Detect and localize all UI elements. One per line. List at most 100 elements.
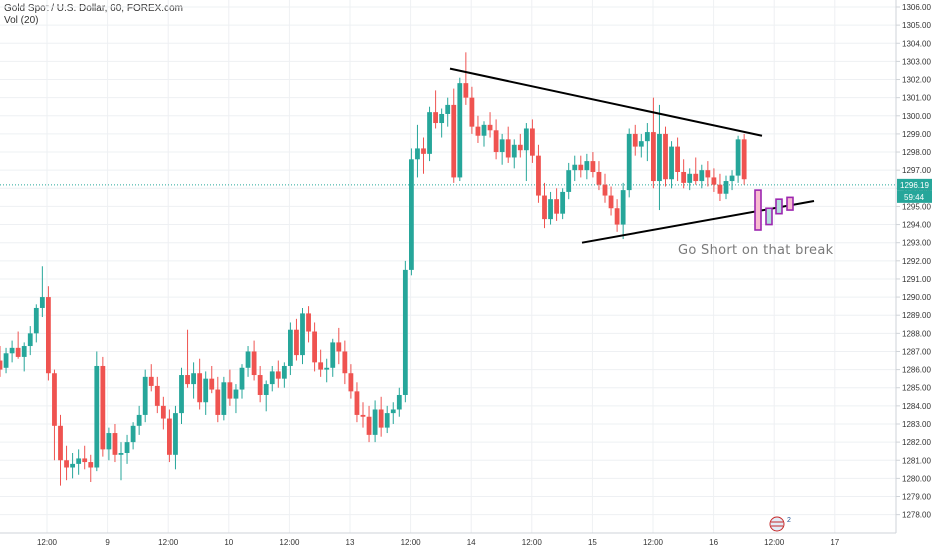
- candle-body: [300, 313, 305, 356]
- candle-body: [620, 190, 626, 225]
- projection-candle: [765, 207, 773, 226]
- candle: [741, 133, 747, 185]
- candle: [681, 159, 687, 189]
- candle: [409, 148, 414, 276]
- candle: [288, 322, 293, 376]
- candle-body: [118, 452, 124, 455]
- candle-body: [0, 360, 3, 370]
- price-tick-label: 1288.00: [902, 329, 931, 338]
- candle: [148, 364, 154, 392]
- candle-body: [318, 362, 324, 370]
- candle: [723, 175, 729, 200]
- candle: [191, 362, 196, 399]
- candle: [118, 442, 124, 481]
- candle: [33, 304, 39, 343]
- price-tick-label: 1303.00: [902, 57, 931, 66]
- candle: [9, 340, 15, 363]
- price-tick-label: 1306.00: [902, 3, 931, 12]
- candle-body: [475, 126, 481, 136]
- chart-grid: [0, 0, 896, 533]
- trendline-upper: [449, 67, 763, 137]
- volume-indicator-label[interactable]: Vol (20): [4, 15, 39, 26]
- candle-body: [517, 144, 523, 151]
- price-tick-label: 1282.00: [902, 438, 931, 447]
- candle: [185, 329, 190, 388]
- price-tick-label: 1301.00: [902, 94, 931, 103]
- candle: [433, 90, 438, 129]
- candle-body: [366, 416, 372, 435]
- candle-body: [288, 329, 293, 366]
- candle: [451, 88, 457, 183]
- candle: [179, 367, 184, 424]
- candle-body: [499, 139, 505, 153]
- candle-body: [705, 170, 711, 178]
- candle-body: [439, 113, 445, 124]
- price-tick-label: 1298.00: [902, 148, 931, 157]
- candle-body: [106, 433, 112, 450]
- candle-body: [378, 409, 384, 428]
- candle: [82, 445, 88, 470]
- candle-body: [608, 195, 614, 209]
- candle: [699, 164, 705, 189]
- candle-body: [717, 184, 723, 194]
- candle: [572, 155, 578, 182]
- candle-body: [94, 365, 100, 468]
- candle-body: [197, 373, 203, 403]
- candle-body: [554, 199, 559, 214]
- candle: [209, 365, 215, 394]
- candle: [324, 358, 330, 383]
- candle-body: [324, 367, 330, 370]
- projection-candle: [786, 196, 794, 211]
- candle: [632, 124, 638, 156]
- time-tick-label: 12:00: [158, 538, 179, 547]
- candle-body: [312, 331, 317, 363]
- candle: [281, 362, 287, 388]
- candle-body: [27, 333, 33, 347]
- price-tick-label: 1293.00: [902, 239, 931, 248]
- candle: [390, 402, 396, 424]
- candle-body: [185, 375, 190, 385]
- candle: [439, 108, 445, 138]
- candle-body: [711, 177, 717, 185]
- candle-body: [536, 155, 541, 196]
- candle: [608, 186, 614, 216]
- candle-body: [142, 376, 148, 415]
- candle: [536, 144, 541, 203]
- candle: [76, 449, 82, 475]
- candle-body: [124, 442, 130, 453]
- candle: [675, 137, 680, 182]
- candle: [197, 358, 203, 410]
- candle: [318, 349, 324, 377]
- chart-symbol-title[interactable]: Gold Spot / U.S. Dollar, 60, FOREX.com: [4, 3, 183, 14]
- candle: [294, 318, 299, 361]
- candle-body: [693, 173, 699, 182]
- candle: [602, 173, 608, 203]
- candle: [427, 106, 432, 162]
- candle: [384, 405, 390, 434]
- candle-body: [638, 141, 644, 147]
- candle-body: [354, 391, 360, 415]
- time-tick-label: 17: [830, 538, 839, 547]
- candle-body: [257, 375, 263, 395]
- candle-body: [360, 414, 366, 417]
- candle-body: [481, 124, 487, 136]
- price-tick-label: 1279.00: [902, 493, 931, 502]
- candle-body: [179, 375, 184, 414]
- candle: [21, 342, 27, 372]
- candle-body: [427, 112, 432, 154]
- candle-body: [396, 394, 402, 410]
- candle: [275, 360, 281, 388]
- countdown-tag: 59:44: [897, 190, 932, 203]
- candle: [336, 327, 342, 365]
- candle: [523, 123, 529, 182]
- candle: [463, 52, 469, 105]
- projection-candle: [775, 198, 783, 215]
- candle: [203, 371, 209, 415]
- candle-body: [487, 124, 493, 131]
- candle-body: [723, 181, 729, 194]
- logo-circle: [769, 516, 785, 532]
- candle: [354, 382, 360, 423]
- candle: [300, 307, 305, 365]
- candle-body: [421, 148, 426, 154]
